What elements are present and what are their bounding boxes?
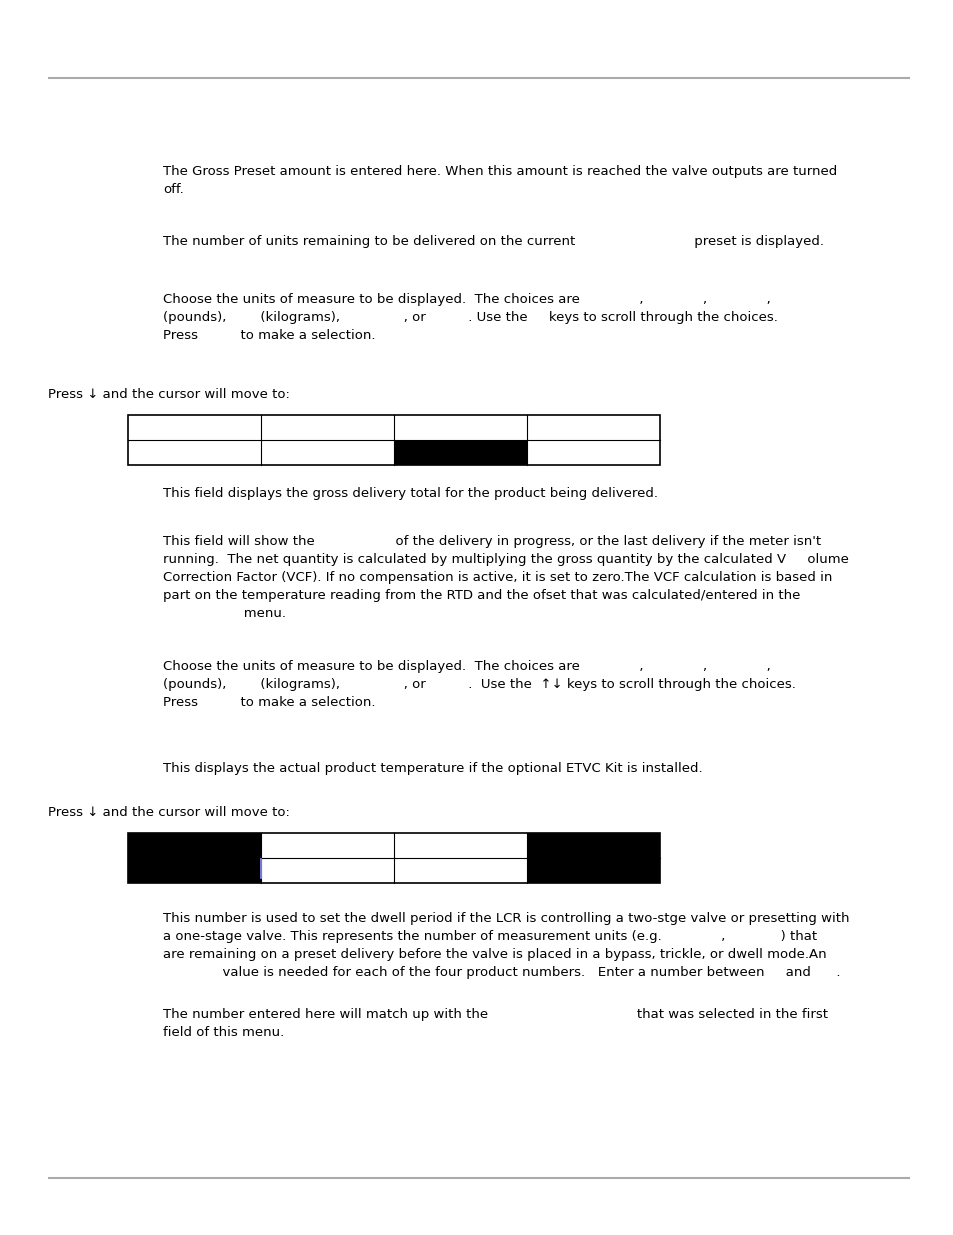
Bar [128,858,261,883]
Text: Press ↓ and the cursor will move to:: Press ↓ and the cursor will move to: [48,806,290,819]
Text: The number entered here will match up with the                                  : The number entered here will match up wi… [163,1008,827,1039]
Text: Press ↓ and the cursor will move to:: Press ↓ and the cursor will move to: [48,388,290,401]
Text: This field will show the                   of the delivery in progress, or the l: This field will show the of the delivery… [163,535,848,620]
Text: Choose the units of measure to be displayed.  The choices are              ,    : Choose the units of measure to be displa… [163,659,795,709]
Bar [394,440,526,466]
Bar [526,858,659,883]
Text: The Gross Preset amount is entered here. When this amount is reached the valve o: The Gross Preset amount is entered here.… [163,165,837,196]
Text: This displays the actual product temperature if the optional ETVC Kit is install: This displays the actual product tempera… [163,762,702,776]
Bar [128,832,659,883]
Text: This number is used to set the dwell period if the LCR is controlling a two-stge: This number is used to set the dwell per… [163,911,848,979]
Bar [128,832,261,858]
Bar [526,832,659,858]
Text: This field displays the gross delivery total for the product being delivered.: This field displays the gross delivery t… [163,487,658,500]
Text: Choose the units of measure to be displayed.  The choices are              ,    : Choose the units of measure to be displa… [163,293,777,342]
Bar [128,415,659,466]
Text: The number of units remaining to be delivered on the current                    : The number of units remaining to be deli… [163,235,823,248]
